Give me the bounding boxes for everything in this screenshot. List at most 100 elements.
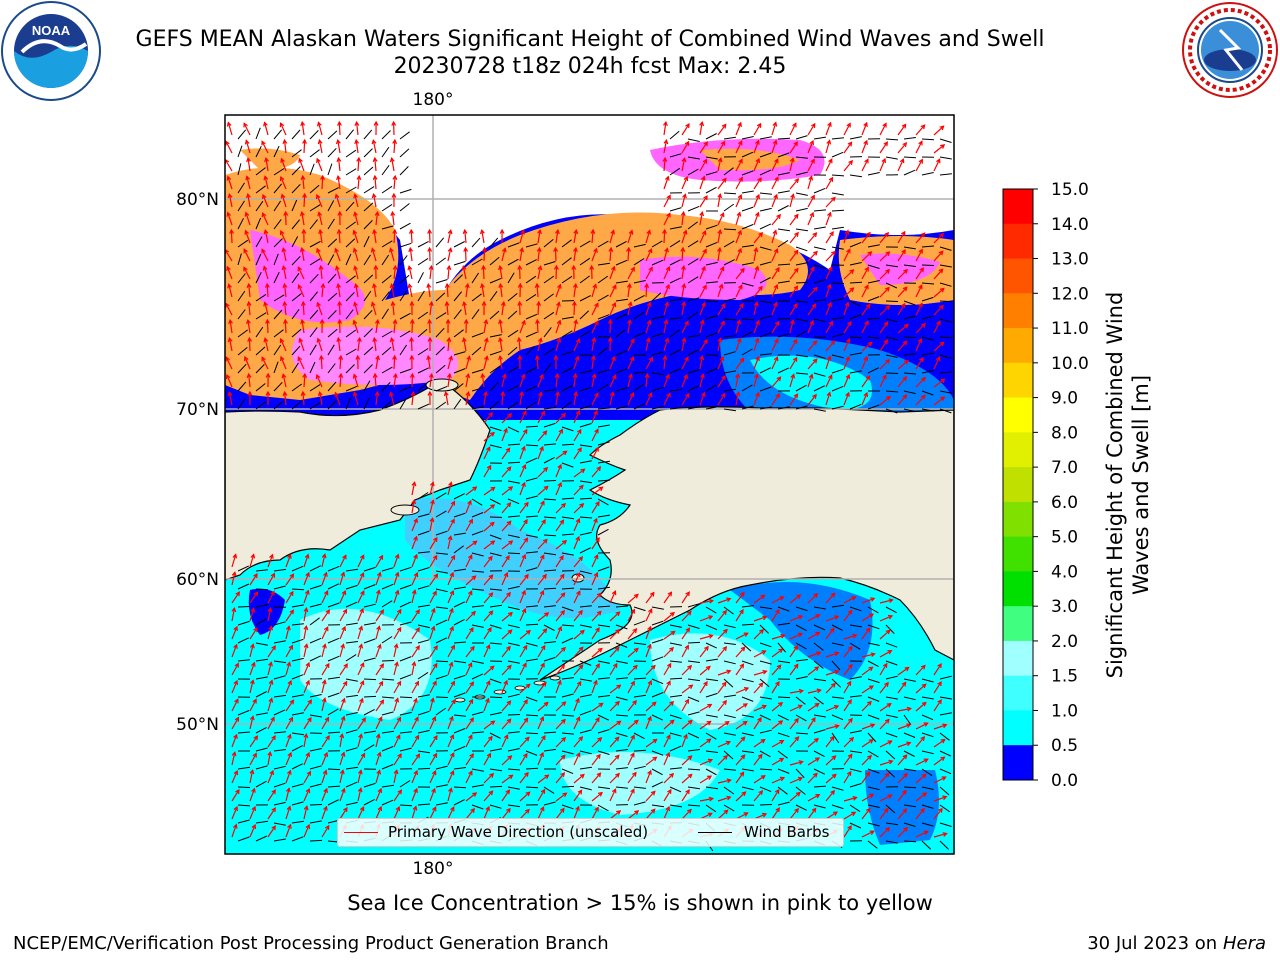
- wave-direction-arrowhead: [942, 795, 948, 801]
- wind-barb: [363, 235, 370, 248]
- wave-direction-arrowhead: [336, 156, 342, 163]
- wave-direction-arrowhead: [392, 372, 398, 379]
- wind-barb: [309, 617, 320, 626]
- wave-direction-arrow: [771, 248, 778, 262]
- wave-direction-arrow: [303, 572, 310, 586]
- wave-direction-arrow: [321, 609, 330, 622]
- wave-direction-arrow: [699, 646, 709, 658]
- wave-direction-arrowhead: [792, 122, 797, 128]
- wave-direction-arrow: [411, 554, 418, 568]
- wave-direction-arrow: [225, 357, 233, 370]
- wave-direction-arrow: [699, 392, 705, 406]
- wind-barb: [471, 711, 484, 716]
- wave-direction-arrowhead: [469, 717, 474, 723]
- wave-direction-arrow: [555, 792, 567, 802]
- wave-direction-arrowhead: [883, 339, 889, 345]
- wind-barb: [759, 315, 772, 320]
- wind-barb: [921, 172, 934, 176]
- wave-direction-arrow: [373, 230, 377, 244]
- wave-direction-arrow: [499, 266, 503, 280]
- wave-direction-arrow: [825, 284, 831, 298]
- wave-direction-arrowhead: [433, 645, 438, 651]
- wave-direction-arrow: [915, 124, 926, 136]
- wave-direction-arrowhead: [556, 301, 561, 307]
- wave-direction-arrowhead: [486, 752, 491, 758]
- wind-barb: [255, 383, 266, 392]
- wind-barb: [633, 403, 646, 410]
- wave-direction-arrow: [339, 373, 342, 388]
- wind-barb: [291, 712, 304, 716]
- wind-barb: [255, 167, 266, 176]
- wave-direction-arrow: [374, 158, 377, 172]
- wave-direction-arrow: [573, 230, 577, 244]
- wind-barb: [579, 678, 592, 682]
- wave-direction-arrowhead: [666, 662, 672, 668]
- wave-direction-arrowhead: [506, 718, 512, 724]
- wave-direction-arrowhead: [665, 373, 670, 379]
- wind-barb: [255, 364, 265, 374]
- wave-direction-arrowhead: [539, 589, 545, 596]
- wave-direction-arrowhead: [488, 610, 494, 616]
- wave-direction-arrowhead: [446, 372, 452, 379]
- wind-barb: [795, 330, 807, 338]
- wave-direction-arrowhead: [245, 192, 251, 199]
- wind-barb: [777, 622, 790, 626]
- wind-barb: [399, 398, 407, 410]
- wind-barb: [813, 696, 824, 705]
- wave-direction-arrow: [537, 374, 544, 388]
- wave-direction-arrow: [428, 229, 431, 244]
- wave-direction-arrowhead: [940, 756, 946, 762]
- wave-direction-arrowhead: [429, 517, 435, 523]
- wave-direction-arrowhead: [427, 390, 433, 396]
- wave-direction-arrowhead: [542, 430, 548, 436]
- wave-direction-arrowhead: [378, 680, 384, 686]
- wind-barb: [633, 243, 646, 248]
- wave-direction-arrowhead: [738, 158, 743, 164]
- wind-barb: [291, 129, 301, 140]
- wave-direction-arrow: [357, 753, 366, 766]
- wind-barb: [291, 657, 304, 662]
- wind-barb: [543, 456, 555, 464]
- wave-direction-arrow: [771, 720, 783, 730]
- wave-direction-arrowhead: [447, 229, 453, 235]
- wave-direction-arrowhead: [864, 266, 869, 272]
- wave-direction-arrow: [897, 376, 907, 388]
- wave-direction-arrow: [573, 806, 580, 820]
- wave-direction-arrowhead: [883, 141, 889, 147]
- wave-direction-arrowhead: [887, 650, 893, 655]
- wave-direction-arrow: [555, 482, 562, 496]
- wave-direction-arrowhead: [245, 175, 251, 181]
- wind-barb: [741, 750, 754, 754]
- wind-barb: [345, 253, 352, 266]
- wave-direction-arrow: [807, 666, 819, 676]
- wind-barb: [561, 516, 574, 520]
- wave-direction-arrow: [249, 699, 257, 712]
- wind-barb: [723, 660, 736, 665]
- wave-direction-arrowhead: [666, 212, 671, 218]
- wind-barb: [525, 534, 538, 538]
- wave-direction-arrow: [825, 790, 835, 802]
- wave-direction-arrow: [321, 735, 330, 748]
- wave-direction-arrow: [735, 177, 743, 190]
- wave-direction-arrowhead: [560, 609, 565, 616]
- wind-barb: [327, 238, 338, 248]
- wave-direction-arrow: [501, 665, 512, 676]
- wave-direction-arrow: [231, 734, 238, 748]
- wave-direction-arrow: [373, 338, 377, 352]
- wind-barb: [237, 309, 246, 320]
- wave-direction-arrow: [735, 159, 743, 172]
- wind-barb: [795, 624, 807, 632]
- wave-direction-arrowhead: [611, 788, 617, 794]
- wave-direction-arrowhead: [902, 376, 908, 382]
- wave-direction-arrowhead: [717, 157, 723, 163]
- wave-direction-arrowhead: [720, 392, 726, 398]
- wind-barb: [543, 498, 557, 501]
- wave-direction-arrow: [390, 392, 395, 406]
- wave-direction-arrow: [681, 321, 689, 334]
- wind-barb: [489, 426, 502, 432]
- wave-direction-arrow: [663, 701, 674, 712]
- wave-direction-arrowhead: [540, 788, 546, 794]
- wind-barb: [777, 263, 791, 266]
- wave-direction-arrowhead: [359, 607, 364, 614]
- wave-direction-arrow: [915, 323, 926, 334]
